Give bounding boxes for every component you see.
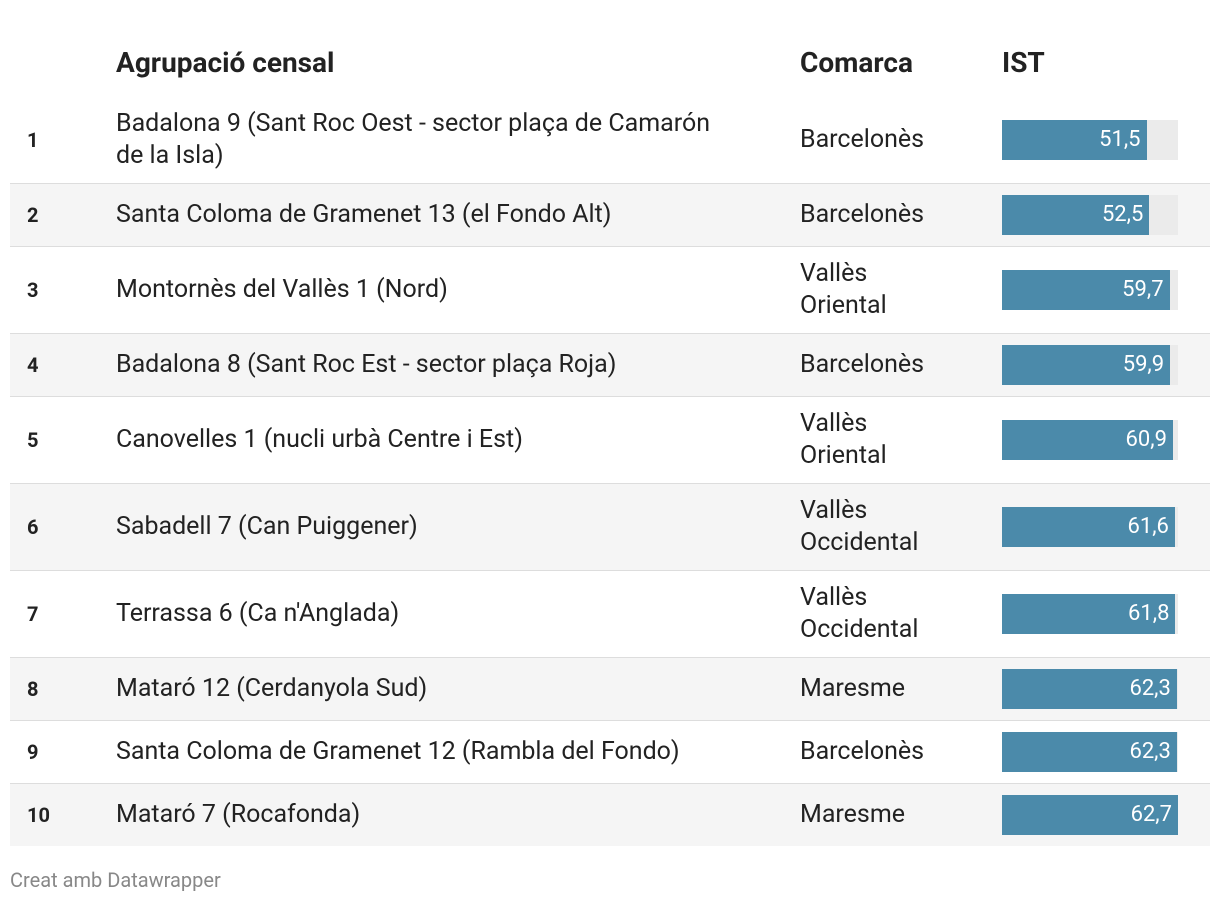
rank: 5: [27, 428, 39, 452]
column-header: Agrupació censal: [116, 46, 335, 79]
table-row: 3 Montornès del Vallès 1 (Nord) Vallès Ori…: [10, 247, 1210, 334]
comarca: Barcelonès: [800, 125, 925, 154]
table-row: 5 Canovelles 1 (nucli urbà Centre i Est) V…: [10, 397, 1210, 484]
header-row: Agrupació censal Comarca IST: [10, 40, 1210, 97]
comarca: Vallès Occidental: [800, 583, 919, 644]
name: Badalona 9 (Sant Roc Oest - sector plaça…: [116, 109, 711, 170]
ist-cell: 59,7: [1002, 247, 1210, 334]
name: Santa Coloma de Gramenet 13 (el Fondo Al…: [116, 200, 612, 229]
bar-track: 62,7: [1002, 795, 1178, 835]
comarca: Maresme: [800, 674, 906, 703]
column-header: Comarca: [800, 46, 913, 79]
data-table: Agrupació censal Comarca IST 1 Badalona 9…: [10, 40, 1210, 846]
bar: 61,8: [1002, 594, 1176, 634]
table-row: 10 Mataró 7 (Rocafonda) Maresme 62,7: [10, 783, 1210, 847]
bar: 59,9: [1002, 345, 1171, 385]
bar: 61,6: [1002, 507, 1175, 547]
ist-cell: 51,5: [1002, 97, 1210, 184]
table-row: 1 Badalona 9 (Sant Roc Oest - sector plaç…: [10, 97, 1210, 184]
name: Terrassa 6 (Ca n'Anglada): [116, 599, 400, 628]
bar-track: 51,5: [1002, 120, 1178, 160]
footer: Creat amb Datawrapper: [10, 868, 221, 892]
bar-label: 59,9: [1122, 352, 1165, 377]
table-row: 7 Terrassa 6 (Ca n'Anglada) Vallès Occiden…: [10, 571, 1210, 658]
table-row: 9 Santa Coloma de Gramenet 12 (Rambla del…: [10, 721, 1210, 784]
bar-label: 52,5: [1101, 202, 1144, 227]
bar-label: 59,7: [1122, 277, 1164, 302]
comarca: Vallès Oriental: [800, 259, 887, 320]
name: Badalona 8 (Sant Roc Est - sector plaça …: [116, 350, 617, 379]
table-row: 2 Santa Coloma de Gramenet 13 (el Fondo A…: [10, 183, 1210, 247]
bar-track: 52,5: [1002, 195, 1178, 235]
ist-cell: 62,7: [1002, 784, 1210, 847]
bar: 60,9: [1002, 420, 1173, 460]
bar: 62,7: [1002, 795, 1178, 835]
bar-track: 62,3: [1002, 732, 1178, 772]
name: Sabadell 7 (Can Puiggener): [116, 512, 418, 541]
ist-cell: 61,8: [1002, 571, 1210, 658]
bar-track: 59,9: [1002, 345, 1178, 385]
ist-cell: 62,3: [1002, 658, 1210, 721]
ist-cell: 52,5: [1002, 184, 1210, 247]
table-row: 6 Sabadell 7 (Can Puiggener) Vallès Occide…: [10, 483, 1210, 571]
column-header: IST: [1002, 46, 1045, 79]
rank: 2: [27, 203, 39, 227]
bar-label: 62,7: [1130, 802, 1172, 827]
bar: 52,5: [1002, 195, 1150, 235]
rank: 1: [27, 128, 39, 152]
rank: 6: [27, 515, 39, 539]
comarca: Barcelonès: [800, 737, 925, 766]
rank: 9: [27, 740, 39, 764]
bar-track: 60,9: [1002, 420, 1178, 460]
bar-track: 61,8: [1002, 594, 1178, 634]
bar: 51,5: [1002, 120, 1147, 160]
comarca: Vallès Oriental: [800, 409, 887, 470]
name: Santa Coloma de Gramenet 12 (Rambla del …: [116, 737, 680, 766]
rank: 4: [27, 353, 39, 377]
comarca: Vallès Occidental: [800, 496, 919, 557]
bar: 59,7: [1002, 270, 1170, 310]
bar-track: 59,7: [1002, 270, 1178, 310]
bar-label: 62,3: [1129, 739, 1171, 764]
bar-label: 61,6: [1127, 514, 1169, 539]
bar-track: 61,6: [1002, 507, 1178, 547]
table-body: 1 Badalona 9 (Sant Roc Oest - sector plaç…: [10, 97, 1210, 846]
name: Canovelles 1 (nucli urbà Centre i Est): [116, 425, 523, 454]
rank: 8: [27, 677, 39, 701]
bar-label: 51,5: [1099, 127, 1141, 152]
table-row: 4 Badalona 8 (Sant Roc Est - sector plaça…: [10, 333, 1210, 397]
bar: 62,3: [1002, 669, 1177, 709]
rank: 3: [27, 278, 39, 302]
ist-cell: 62,3: [1002, 721, 1210, 784]
bar: 62,3: [1002, 732, 1177, 772]
bar-label: 62,3: [1129, 676, 1171, 701]
rank-header: [10, 40, 116, 97]
bar-label: 61,8: [1128, 601, 1170, 626]
name: Mataró 7 (Rocafonda): [116, 800, 361, 829]
rank: 10: [27, 803, 50, 827]
bar-label: 60,9: [1125, 427, 1167, 452]
rank: 7: [27, 602, 39, 626]
ist-cell: 61,6: [1002, 484, 1210, 571]
name: Mataró 12 (Cerdanyola Sud): [116, 674, 428, 703]
bar-track: 62,3: [1002, 669, 1178, 709]
ist-cell: 59,9: [1002, 334, 1210, 397]
comarca: Barcelonès: [800, 350, 925, 379]
comarca: Maresme: [800, 800, 906, 829]
ist-cell: 60,9: [1002, 397, 1210, 484]
name: Montornès del Vallès 1 (Nord): [116, 275, 448, 304]
table-row: 8 Mataró 12 (Cerdanyola Sud) Maresme 62,3: [10, 657, 1210, 721]
comarca: Barcelonès: [800, 200, 925, 229]
